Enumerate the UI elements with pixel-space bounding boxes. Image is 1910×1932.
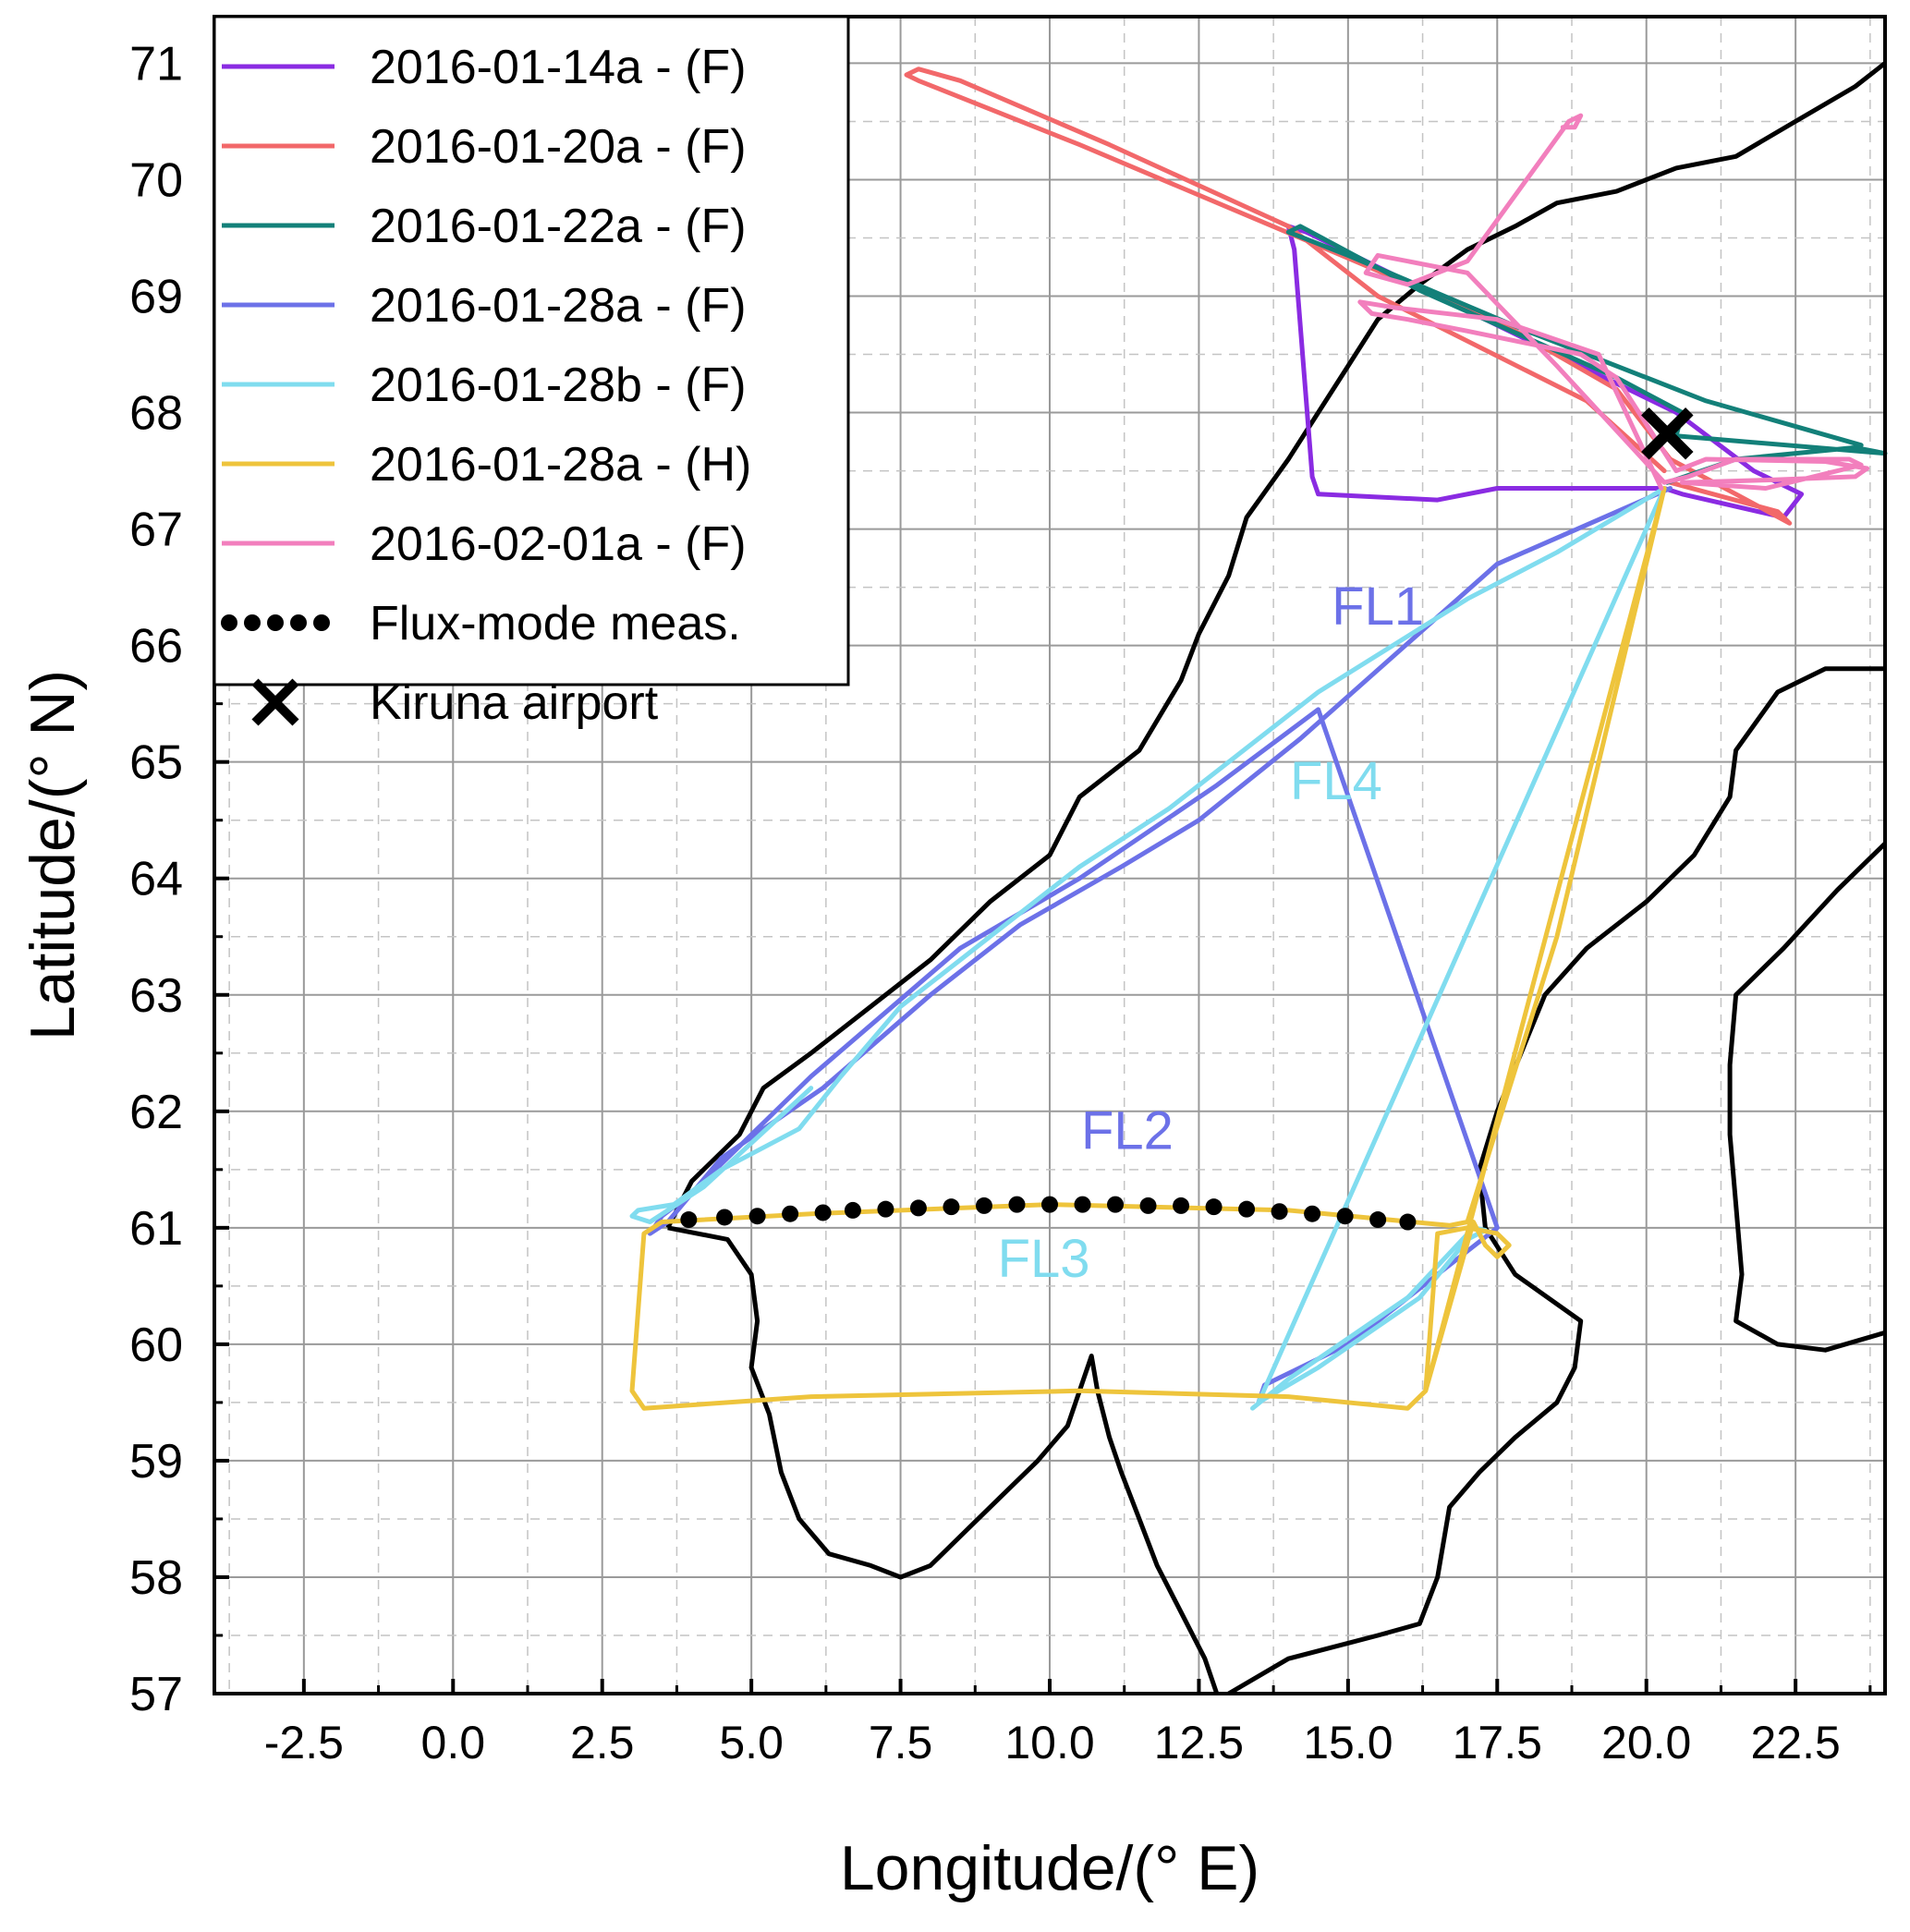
legend-item-2016-01-28a-f: 2016-01-28a - (F) xyxy=(222,279,747,333)
flux-mode-point xyxy=(943,1198,960,1216)
flight-leg-label-fl1: FL1 xyxy=(1332,577,1424,637)
coastline xyxy=(1227,666,1885,1696)
flux-mode-point xyxy=(1399,1213,1417,1231)
legend-swatch-cross xyxy=(251,678,299,726)
x-tick-label: -2.5 xyxy=(264,1717,344,1768)
y-tick-label: 63 xyxy=(129,969,183,1023)
flight-leg-labels: FL1 FL2 FL3 FL4 xyxy=(998,577,1425,1289)
track-2016-01-20a-f xyxy=(904,67,1793,526)
coastline xyxy=(667,1225,1220,1695)
cross-stroke xyxy=(1641,407,1694,460)
flight-tracks xyxy=(629,67,1888,1411)
flux-mode-point xyxy=(1336,1208,1354,1225)
flight-leg-label-fl2: FL2 xyxy=(1081,1100,1174,1160)
y-tick-label: 60 xyxy=(129,1318,183,1372)
x-tick-label: 5.0 xyxy=(719,1717,784,1768)
legend-label: 2016-01-14a - (F) xyxy=(370,41,747,94)
markers xyxy=(680,407,1694,1231)
x-tick-label: 2.5 xyxy=(570,1717,635,1768)
flux-mode-point xyxy=(844,1201,861,1219)
axis-ticks: -2.5 0.0 2.5 5.0 7.5 10.0 12.5 15.0 17.5 20.0 22.5… xyxy=(129,37,1872,1768)
legend-label: 2016-01-28a - (F) xyxy=(370,279,747,333)
y-tick-label: 65 xyxy=(129,736,183,790)
x-tick-label: 10.0 xyxy=(1004,1717,1094,1768)
flux-mode-point xyxy=(814,1204,832,1221)
y-tick-label: 62 xyxy=(129,1086,183,1139)
flux-mode-point xyxy=(877,1200,894,1218)
x-tick-label: 20.0 xyxy=(1601,1717,1691,1768)
legend-swatch-dot xyxy=(244,614,261,631)
x-tick-label: 17.5 xyxy=(1453,1717,1542,1768)
legend-swatch-dot xyxy=(313,614,330,631)
flux-mode-point xyxy=(1074,1196,1091,1213)
legend-item-2016-01-28b-f: 2016-01-28b - (F) xyxy=(222,358,747,412)
flux-mode-point xyxy=(1008,1196,1026,1213)
legend-item-2016-01-28a-h: 2016-01-28a - (H) xyxy=(222,438,751,492)
flight-leg-label-fl4: FL4 xyxy=(1290,751,1382,811)
kiruna-airport-marker xyxy=(1641,407,1694,460)
y-tick-label: 59 xyxy=(129,1435,183,1488)
flux-mode-point xyxy=(782,1205,799,1222)
legend-item-flux-mode-meas: Flux-mode meas. xyxy=(221,597,741,650)
y-tick-label: 66 xyxy=(129,620,183,674)
legend-swatch-dot xyxy=(290,614,307,631)
track-2016-01-28a-h xyxy=(629,486,1667,1411)
y-tick-label: 61 xyxy=(129,1202,183,1256)
legend-item-2016-02-01a-f: 2016-02-01a - (F) xyxy=(222,517,747,571)
flux-mode-point xyxy=(1173,1197,1190,1214)
y-tick-label: 57 xyxy=(129,1668,183,1721)
y-axis-label: Latitude/(° N) xyxy=(18,670,88,1040)
legend-item-2016-01-20a-f: 2016-01-20a - (F) xyxy=(222,120,747,174)
flux-mode-point xyxy=(1369,1211,1387,1229)
legend-label: 2016-02-01a - (F) xyxy=(370,517,747,571)
legend-label: 2016-01-28b - (F) xyxy=(370,358,747,412)
x-tick-label: 12.5 xyxy=(1154,1717,1244,1768)
x-tick-label: 22.5 xyxy=(1750,1717,1840,1768)
y-tick-label: 70 xyxy=(129,153,183,207)
track-2016-02-01a-f xyxy=(1357,113,1870,491)
flux-mode-point xyxy=(680,1211,698,1229)
coastline xyxy=(665,61,1887,1229)
flight-leg-label-fl3: FL3 xyxy=(998,1229,1090,1289)
flux-mode-point xyxy=(716,1209,734,1226)
y-tick-label: 58 xyxy=(129,1551,183,1605)
legend-box xyxy=(213,15,850,687)
legend-item-2016-01-14a-f: 2016-01-14a - (F) xyxy=(222,41,747,94)
flux-mode-point xyxy=(1139,1197,1157,1214)
legend-label: Kiruna airport xyxy=(370,676,659,730)
coastline xyxy=(1727,842,1887,1353)
flux-mode-point xyxy=(975,1197,992,1214)
x-tick-label: 0.0 xyxy=(421,1717,486,1768)
grid-lines xyxy=(214,17,1885,1695)
flux-mode-point xyxy=(1205,1198,1223,1216)
y-tick-label: 71 xyxy=(129,37,183,91)
legend-swatch-dot xyxy=(267,614,284,631)
legend-label: 2016-01-28a - (H) xyxy=(370,438,751,492)
legend-item-kiruna-airport: Kiruna airport xyxy=(251,676,659,730)
flux-mode-point xyxy=(1271,1203,1288,1221)
y-tick-label: 64 xyxy=(129,853,183,906)
legend-swatch-dot xyxy=(221,614,237,631)
y-tick-label: 67 xyxy=(129,504,183,557)
coastlines xyxy=(665,61,1887,1696)
x-axis-label: Longitude/(° E) xyxy=(840,1833,1259,1903)
flux-mode-point xyxy=(909,1199,927,1217)
legend: 2016-01-14a - (F) 2016-01-20a - (F) 2016-0… xyxy=(213,15,850,730)
flux-mode-point xyxy=(1238,1200,1256,1218)
y-tick-label: 69 xyxy=(129,271,183,324)
flux-mode-point xyxy=(748,1208,766,1225)
y-tick-label: 68 xyxy=(129,387,183,441)
legend-item-2016-01-22a-f: 2016-01-22a - (F) xyxy=(222,200,747,253)
flux-mode-point xyxy=(1041,1196,1058,1213)
x-tick-label: 7.5 xyxy=(869,1717,933,1768)
flux-mode-point xyxy=(1304,1205,1321,1222)
legend-label: 2016-01-22a - (F) xyxy=(370,200,747,253)
flux-mode-point xyxy=(1107,1196,1125,1213)
legend-label: Flux-mode meas. xyxy=(370,597,741,650)
x-tick-label: 15.0 xyxy=(1303,1717,1393,1768)
legend-label: 2016-01-20a - (F) xyxy=(370,120,747,174)
